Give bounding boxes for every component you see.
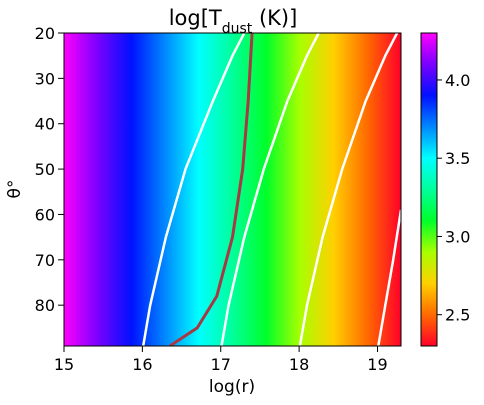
y-axis: 20 30 40 50 60 70 80 bbox=[35, 24, 64, 315]
plot-frame bbox=[63, 32, 402, 347]
y-tick-label: 30 bbox=[35, 69, 55, 88]
y-tick-label: 40 bbox=[35, 115, 55, 134]
x-axis: 15 16 17 18 19 bbox=[54, 346, 388, 374]
heatmap-area bbox=[64, 33, 401, 346]
contour-line-3 bbox=[377, 209, 401, 346]
x-tick-label: 17 bbox=[211, 355, 231, 374]
colorbar-tick-label: 3.5 bbox=[445, 149, 470, 168]
boundary-line bbox=[168, 33, 254, 346]
y-tick-label: 60 bbox=[35, 205, 55, 224]
colorbar-frame bbox=[420, 32, 438, 347]
y-tick-label: 70 bbox=[35, 251, 55, 270]
colorbar: 2.5 3.0 3.5 4.0 bbox=[420, 32, 470, 347]
heatmap-field bbox=[64, 33, 401, 346]
x-tick-label: 15 bbox=[54, 355, 74, 374]
colorbar-ticks: 2.5 3.0 3.5 4.0 bbox=[437, 71, 470, 325]
y-tick-label: 50 bbox=[35, 160, 55, 179]
colorbar-tick-label: 3.0 bbox=[445, 227, 470, 246]
y-axis-label: θ° bbox=[5, 180, 25, 199]
contour-line-1 bbox=[220, 33, 320, 346]
colorbar-gradient bbox=[421, 33, 437, 346]
x-axis-label: log(r) bbox=[209, 377, 255, 397]
colorbar-tick-label: 2.5 bbox=[445, 306, 470, 325]
contour-line-0 bbox=[141, 33, 246, 346]
chart-title: log[Tdust (K)] bbox=[169, 6, 298, 37]
x-tick-label: 18 bbox=[289, 355, 309, 374]
colorbar-tick-label: 4.0 bbox=[445, 71, 470, 90]
x-tick-label: 19 bbox=[367, 355, 387, 374]
x-tick-label: 16 bbox=[132, 355, 152, 374]
contour-line-2 bbox=[298, 33, 399, 346]
y-tick-label: 80 bbox=[35, 296, 55, 315]
y-tick-label: 20 bbox=[35, 24, 55, 43]
contour-lines bbox=[141, 33, 401, 346]
